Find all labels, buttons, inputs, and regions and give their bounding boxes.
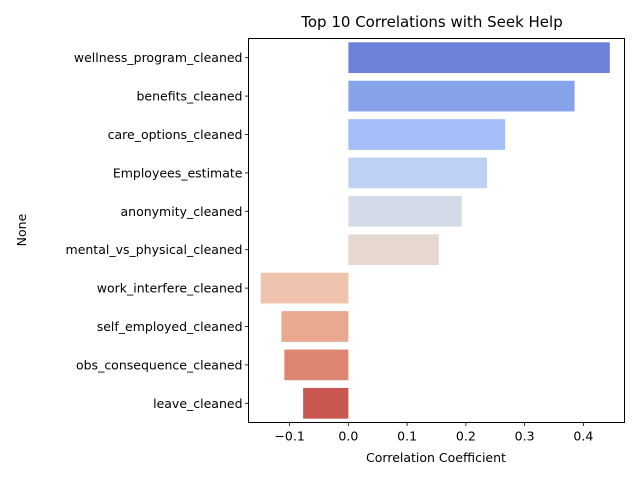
- bar-wellness_program_cleaned: [348, 42, 610, 74]
- bar-self_employed_cleaned: [281, 311, 349, 342]
- x-tick-label: 0.3: [515, 429, 535, 444]
- bar-anonymity_cleaned: [348, 195, 462, 227]
- x-tick-label: 0.2: [456, 429, 476, 444]
- y-tick-label: work_interfere_cleaned: [97, 281, 243, 296]
- y-tick-label: wellness_program_cleaned: [74, 50, 243, 65]
- chart-title: Top 10 Correlations with Seek Help: [300, 13, 562, 31]
- y-tick-label: self_employed_cleaned: [97, 319, 243, 334]
- x-tick-label: 0.4: [573, 429, 593, 444]
- y-tick-label: leave_cleaned: [153, 396, 242, 411]
- y-tick-label: obs_consequence_cleaned: [76, 357, 243, 372]
- y-axis-label: None: [14, 213, 29, 246]
- bar-work_interfere_cleaned: [260, 272, 349, 304]
- x-tick-label: −0.1: [274, 429, 304, 444]
- bar-obs_consequence_cleaned: [284, 349, 349, 381]
- x-tick-label: 0.0: [338, 429, 358, 444]
- bar-leave_cleaned: [303, 387, 349, 419]
- bar-care_options_cleaned: [348, 119, 506, 150]
- bars-group: [260, 42, 610, 419]
- bar-Employees_estimate: [348, 157, 488, 189]
- plot-frame: [248, 38, 625, 423]
- x-tick-label: 0.1: [397, 429, 417, 444]
- bar-benefits_cleaned: [348, 80, 575, 112]
- y-tick-label: anonymity_cleaned: [121, 204, 243, 219]
- x-axis-ticks: −0.1 0.0 0.1 0.2 0.3 0.4: [274, 422, 593, 444]
- y-tick-label: Employees_estimate: [113, 165, 243, 180]
- y-tick-label: mental_vs_physical_cleaned: [66, 242, 243, 257]
- x-axis-label: Correlation Coefficient: [366, 450, 506, 465]
- bar-mental_vs_physical_cleaned: [348, 234, 439, 266]
- y-tick-label: care_options_cleaned: [108, 127, 243, 142]
- y-tick-label: benefits_cleaned: [136, 89, 242, 104]
- y-axis-ticks: wellness_program_cleaned benefits_cleaned…: [66, 50, 249, 411]
